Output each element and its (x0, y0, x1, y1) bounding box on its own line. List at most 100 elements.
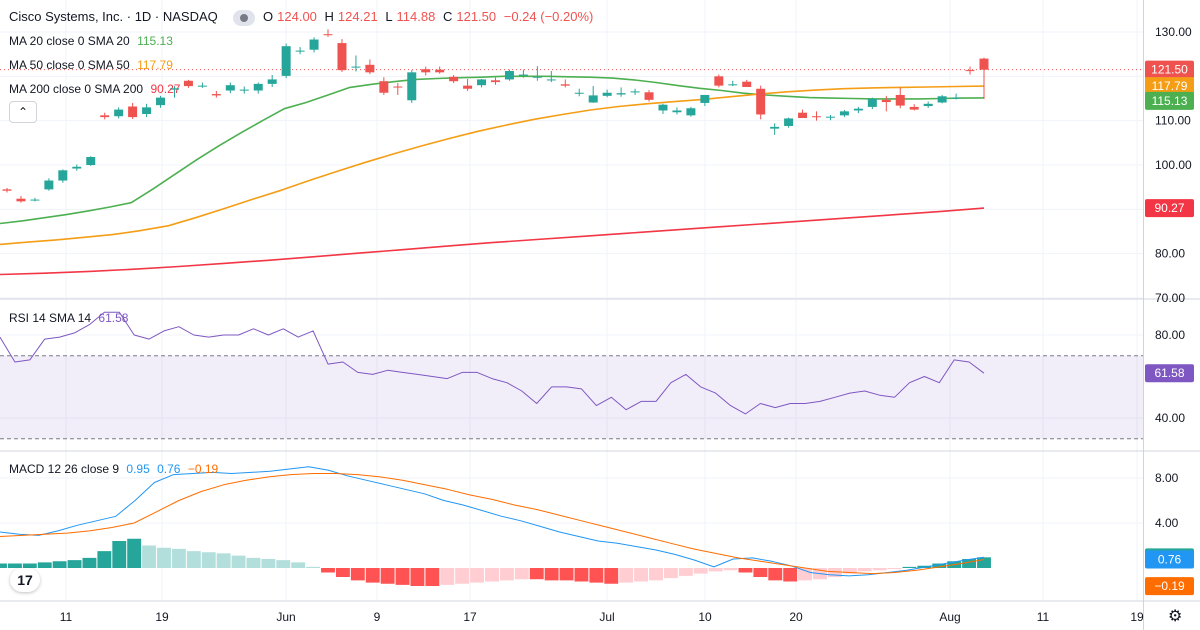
ma50-legend[interactable]: MA 50 close 0 SMA 50 117.79 (9, 58, 177, 72)
tradingview-logo-icon[interactable]: 17 (10, 568, 40, 592)
time-axis-label: 19 (155, 610, 169, 624)
candle (463, 78, 473, 91)
macd-legend[interactable]: MACD 12 26 close 9 0.95 0.76 −0.19 (9, 462, 222, 476)
candle (267, 75, 277, 87)
macd-hist-bar (365, 568, 380, 583)
ma200-value: 90.27 (150, 82, 181, 96)
candle (686, 106, 696, 117)
price-axis-label: 100.00 (1155, 158, 1192, 172)
macd-hist-bar (67, 560, 82, 568)
candle-body (183, 80, 193, 87)
symbol-legend: Cisco Systems, Inc. · 1D · NASDAQ O 124.0… (9, 9, 597, 26)
candle-body (435, 69, 445, 73)
candle-body (239, 89, 249, 91)
candle (407, 70, 417, 103)
macd-hist-bar (962, 559, 977, 568)
candle-body (44, 180, 54, 190)
time-axis-label: 11 (60, 610, 73, 624)
candle-body (225, 85, 235, 91)
candle (616, 87, 626, 97)
candle-body (30, 199, 40, 201)
macd-hist-bar (798, 568, 813, 581)
macd-hist-bar (380, 568, 395, 584)
candle-body (630, 91, 640, 93)
macd-hist-bar (142, 545, 157, 568)
macd-hist-bar (261, 559, 276, 568)
candle (714, 74, 724, 88)
candle (30, 197, 40, 202)
macd-line (0, 466, 985, 577)
candle (100, 112, 110, 120)
candle (546, 71, 556, 83)
candle-body (128, 106, 138, 118)
candle-body (100, 115, 110, 118)
price-axis-label: 110.00 (1155, 114, 1191, 128)
macd-value: 0.95 (126, 462, 150, 476)
candle (295, 47, 305, 55)
candle-body (728, 84, 738, 86)
ma20-line (0, 75, 985, 225)
candle-body (714, 76, 724, 86)
ma200-label: MA 200 close 0 SMA 200 (9, 82, 144, 96)
macd-signal-line (0, 473, 985, 575)
ma200-legend[interactable]: MA 200 close 0 SMA 200 90.27 (9, 82, 184, 96)
macd-hist-value: −0.19 (187, 462, 219, 476)
candle (156, 95, 166, 108)
candle (365, 59, 375, 75)
candle (909, 104, 919, 111)
candle-body (798, 112, 808, 119)
candle (881, 95, 891, 112)
candle-body (700, 94, 710, 103)
candle-body (211, 94, 221, 96)
ma50-value: 117.79 (137, 58, 173, 72)
candle-body (881, 99, 891, 103)
candle (142, 103, 152, 118)
candle-body (518, 74, 528, 76)
settings-gear-icon[interactable]: ⚙ (1168, 608, 1183, 625)
candle (700, 94, 710, 107)
candle-body (979, 58, 989, 70)
time-axis-label: 19 (1130, 610, 1144, 624)
candle-body (951, 97, 961, 99)
macd-hist-bar (350, 568, 365, 581)
open-label: O (263, 9, 274, 24)
candle (867, 97, 877, 110)
macd-hist-bar (455, 568, 470, 584)
rsi-legend[interactable]: RSI 14 SMA 14 61.58 (9, 311, 132, 325)
collapse-legend-button[interactable]: ⌃ (9, 101, 37, 123)
rsi-band (0, 355, 1143, 439)
macd-hist-bar (231, 555, 246, 568)
candle (211, 90, 221, 98)
macd-hist-bar (7, 563, 22, 568)
ma50-line (0, 85, 985, 246)
price-axis-label: 130.00 (1155, 25, 1192, 39)
candle-body (449, 76, 459, 82)
macd-hist-bar (887, 568, 902, 570)
candle (937, 94, 947, 104)
macd-hist-bar (634, 568, 649, 582)
candle-body (923, 103, 933, 107)
candle-body (295, 50, 305, 52)
candle-body (574, 92, 584, 94)
macd-hist-bar (753, 568, 768, 577)
candle-body (658, 104, 668, 111)
ma20-legend[interactable]: MA 20 close 0 SMA 20 115.13 (9, 34, 177, 48)
rsi-badge-bg (1145, 364, 1194, 383)
candle-body (853, 108, 863, 111)
visibility-eye-icon[interactable] (233, 9, 256, 26)
candle (672, 107, 682, 115)
candle-body (365, 64, 375, 73)
candle-body (965, 70, 975, 72)
candle (379, 77, 389, 95)
macd-hist-bar (201, 552, 216, 568)
candle (197, 82, 207, 88)
rsi-axis-label: 80.00 (1155, 328, 1185, 342)
candle (742, 79, 752, 87)
candle (588, 86, 598, 103)
candle-body (546, 79, 556, 81)
candle-body (407, 72, 417, 101)
ma20-badge-text: 115.13 (1152, 94, 1188, 108)
macd-hist-bar (246, 557, 261, 568)
candle-body (379, 81, 389, 93)
